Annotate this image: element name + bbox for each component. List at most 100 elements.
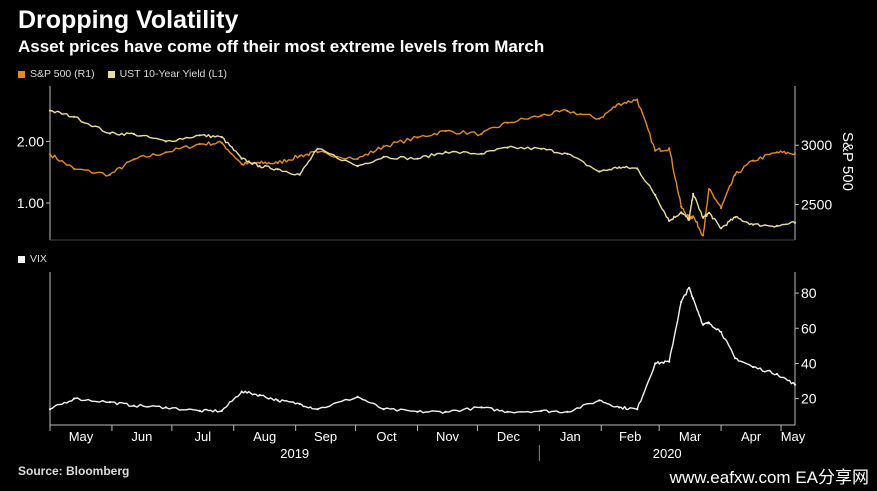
ust-line-point — [356, 165, 359, 168]
ust-line-point — [416, 157, 419, 160]
ust-line-point — [618, 166, 621, 169]
sp500-line-point — [618, 102, 621, 105]
source-note: Source: Bloomberg — [18, 464, 130, 478]
ust-line-point — [688, 218, 691, 221]
x-tick-label: Jan — [560, 429, 581, 444]
sp500-line-point — [775, 151, 779, 154]
sp500-line-point — [198, 142, 201, 146]
sp500-line-point — [240, 163, 243, 166]
left-tick-label: 1.00 — [17, 195, 44, 211]
ust-line-point — [702, 216, 705, 219]
sp500-line-point — [506, 121, 509, 124]
vix-line-point — [198, 409, 201, 412]
x-tick-label: Dec — [497, 429, 521, 444]
vix-tick-label: 40 — [801, 355, 817, 371]
sp500-line-point — [720, 206, 723, 210]
ust-line-point — [793, 221, 797, 224]
vix-line-point — [132, 404, 135, 407]
sp500-line-point — [752, 159, 755, 162]
lower-legend: VIX — [18, 253, 47, 265]
sp500-line-point — [636, 98, 639, 101]
ust-line-point — [775, 224, 779, 227]
sp500-line-point — [654, 149, 657, 152]
upper-panel: 1.00 2.00 2500 3000 S&P 500 — [17, 86, 856, 241]
sp500-line-point — [598, 117, 601, 120]
x-tick-label: Sep — [314, 429, 337, 444]
chart-subtitle: Asset prices have come off their most ex… — [18, 37, 545, 56]
ust-line-point — [734, 216, 737, 219]
left-tick-label: 2.00 — [17, 133, 44, 149]
watermark: www.eafxw.com EA分享网 — [669, 468, 869, 487]
chart-title: Dropping Volatility — [18, 6, 239, 34]
ust-line-point — [198, 134, 201, 137]
vix-line-point — [240, 390, 243, 393]
vix-tick-label: 20 — [801, 391, 817, 407]
x-tick-label: Nov — [436, 429, 460, 444]
vix-line-point — [316, 408, 319, 411]
ust-line-point — [444, 150, 447, 153]
vix-line-point — [720, 330, 723, 333]
ust-line-point — [540, 147, 543, 150]
vix-line-point — [416, 410, 419, 413]
vix-line-point — [680, 300, 683, 303]
sp500-line — [49, 98, 796, 237]
sp500-line-point — [72, 167, 76, 170]
sp500-line-point — [356, 157, 359, 160]
legend-swatch-vix — [18, 255, 25, 263]
right-tick-label: 3000 — [801, 137, 832, 153]
sp500-line-point — [566, 109, 569, 112]
x-tick-label: Feb — [619, 429, 641, 444]
lower-panel: 20 40 60 80 — [48, 272, 817, 425]
sp500-line-point — [540, 114, 543, 117]
vix-line-point — [540, 409, 543, 412]
ust-line-point — [258, 165, 261, 168]
ust-line-point — [668, 219, 671, 222]
right-axis-title: S&P 500 — [839, 132, 856, 191]
year-label-2020: 2020 — [653, 446, 682, 461]
time-axis: May Jun Jul Aug Sep Oct Nov Dec Jan Feb Mar Apr May 2… — [49, 424, 806, 461]
ust-line-point — [506, 146, 509, 149]
vix-line-point — [220, 409, 223, 412]
vix-line-point — [752, 365, 755, 369]
ust-line-point — [654, 193, 657, 197]
x-tick-label: Mar — [679, 429, 702, 444]
sp500-line-point — [416, 136, 419, 139]
ust-line-point — [708, 211, 711, 214]
year-label-2019: 2019 — [280, 446, 309, 461]
legend-label-sp500: S&P 500 (R1) — [30, 68, 95, 80]
ust-line-point — [636, 167, 639, 170]
vix-line-point — [618, 406, 621, 409]
vix-line-point — [276, 399, 279, 402]
ust-line-point — [752, 223, 755, 226]
sp500-line-point — [108, 173, 111, 176]
vix-line-point — [356, 395, 359, 398]
sp500-line-point — [220, 141, 223, 144]
sp500-line-point — [702, 234, 705, 237]
vix-line-point — [72, 397, 76, 400]
vix-line-point — [668, 360, 671, 363]
sp500-line-point — [48, 153, 52, 156]
sp500-line-point — [734, 173, 737, 176]
ust-line-point — [692, 192, 695, 195]
ust-line-point — [240, 157, 243, 160]
ust-line-point — [72, 115, 76, 118]
sp500-line-point — [793, 152, 797, 155]
sp500-line-point — [480, 132, 483, 136]
vix-line-point — [688, 286, 691, 289]
ust-line-point — [164, 140, 167, 143]
x-tick-label: May — [781, 429, 806, 444]
vix-line-point — [444, 410, 447, 413]
sp500-line-point — [316, 151, 319, 154]
x-tick-label: May — [69, 429, 94, 444]
vix-line-point — [164, 406, 167, 409]
ust-line-point — [132, 132, 135, 136]
ust-line-point — [220, 136, 223, 139]
vix-line-point — [258, 394, 261, 397]
sp500-line-point — [708, 188, 711, 191]
upper-legend: S&P 500 (R1) UST 10-Year Yield (L1) — [18, 68, 227, 80]
vix-line — [49, 287, 796, 414]
vix-line-point — [598, 399, 601, 402]
right-tick-label: 2500 — [801, 196, 832, 212]
ust-line-point — [566, 152, 569, 155]
